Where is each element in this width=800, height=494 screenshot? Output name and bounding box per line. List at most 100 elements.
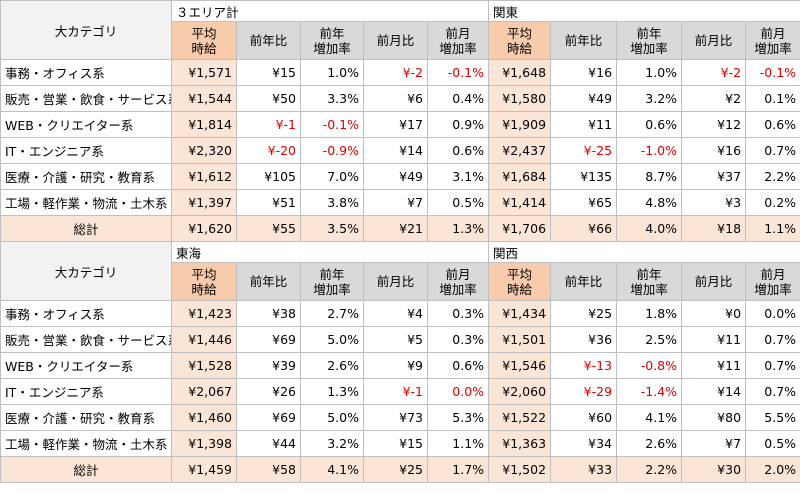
value-cell: ¥80 bbox=[681, 404, 747, 431]
value-cell: ¥2 bbox=[681, 85, 747, 112]
table-row: 販売・営業・飲食・サービス系 ¥1,446 ¥69 5.0% ¥5 0.3% ¥1,501 ¥… bbox=[0, 326, 800, 353]
value-cell: 0.7% bbox=[745, 137, 800, 164]
category-header: 大カテゴリ bbox=[0, 0, 172, 60]
average-wage-cell: ¥1,434 bbox=[488, 300, 552, 327]
total-value-cell: ¥25 bbox=[363, 456, 428, 483]
value-cell: 0.6% bbox=[426, 137, 490, 164]
column-header-row: 平均 時給 前年比 前年 増加率 前月比 前月 増加率 平均 時給 前年比 前年 増加率 前月比 前月 増加率 bbox=[1, 21, 800, 60]
value-cell: ¥69 bbox=[236, 404, 301, 431]
column-header: 前月 増加率 bbox=[745, 262, 800, 301]
value-cell: ¥51 bbox=[236, 189, 301, 216]
value-cell: 1.1% bbox=[426, 430, 490, 457]
value-cell: ¥7 bbox=[363, 189, 428, 216]
average-wage-cell: ¥1,522 bbox=[488, 404, 552, 431]
average-wage-cell: ¥1,684 bbox=[488, 163, 552, 190]
value-cell: ¥26 bbox=[236, 378, 301, 405]
value-cell: 2.7% bbox=[300, 300, 364, 327]
wage-table: 大カテゴリ ３エリア計 関東 平均 時給 前年比 前年 増加率 前月比 前月 増加率 平均 時給 前年比前… bbox=[0, 0, 800, 483]
column-header: 前月比 bbox=[681, 262, 747, 301]
average-wage-cell: ¥1,446 bbox=[171, 326, 237, 353]
region-label: ３エリア計 bbox=[170, 0, 490, 22]
value-cell: ¥7 bbox=[681, 430, 747, 457]
value-cell: 2.2% bbox=[745, 163, 800, 190]
value-cell: 1.3% bbox=[300, 378, 364, 405]
value-cell: ¥-2 bbox=[363, 59, 428, 86]
value-cell: ¥65 bbox=[550, 189, 618, 216]
category-label: 工場・軽作業・物流・土木系 bbox=[0, 430, 172, 457]
value-cell: 0.6% bbox=[426, 352, 490, 379]
table-row: 販売・営業・飲食・サービス系 ¥1,544 ¥50 3.3% ¥6 0.4% ¥1,580 ¥… bbox=[0, 85, 800, 112]
category-label: 医療・介護・研究・教育系 bbox=[0, 404, 172, 431]
value-cell: ¥69 bbox=[236, 326, 301, 353]
value-cell: ¥135 bbox=[550, 163, 618, 190]
column-header: 前年比 bbox=[550, 21, 618, 60]
value-cell: ¥50 bbox=[236, 85, 301, 112]
value-cell: ¥37 bbox=[681, 163, 747, 190]
value-cell: ¥5 bbox=[363, 326, 428, 353]
total-value-cell: ¥58 bbox=[236, 456, 301, 483]
value-cell: ¥-20 bbox=[236, 137, 301, 164]
total-value-cell: 2.2% bbox=[616, 456, 683, 483]
value-cell: -0.1% bbox=[426, 59, 490, 86]
value-cell: 0.9% bbox=[426, 111, 490, 138]
table-row: IT・エンジニア系 ¥2,320 ¥-20 -0.9% ¥14 0.6% ¥2,437 ¥-2… bbox=[0, 137, 800, 164]
value-cell: 3.1% bbox=[426, 163, 490, 190]
value-cell: 0.0% bbox=[426, 378, 490, 405]
value-cell: 0.3% bbox=[426, 326, 490, 353]
value-cell: ¥38 bbox=[236, 300, 301, 327]
value-cell: 0.3% bbox=[426, 300, 490, 327]
category-label: WEB・クリエイター系 bbox=[0, 352, 172, 379]
average-wage-cell: ¥1,398 bbox=[171, 430, 237, 457]
value-cell: ¥3 bbox=[681, 189, 747, 216]
category-label: 事務・オフィス系 bbox=[0, 59, 172, 86]
column-header: 前年 増加率 bbox=[300, 21, 364, 60]
value-cell: 2.6% bbox=[616, 430, 683, 457]
average-wage-cell: ¥1,648 bbox=[488, 59, 552, 86]
category-label: 事務・オフィス系 bbox=[0, 300, 172, 327]
value-cell: ¥11 bbox=[550, 111, 618, 138]
value-cell: 0.7% bbox=[745, 326, 800, 353]
value-cell: 5.3% bbox=[426, 404, 490, 431]
value-cell: 3.2% bbox=[300, 430, 364, 457]
value-cell: ¥16 bbox=[550, 59, 618, 86]
value-cell: ¥11 bbox=[681, 326, 747, 353]
value-cell: ¥49 bbox=[363, 163, 428, 190]
category-label: IT・エンジニア系 bbox=[0, 378, 172, 405]
value-cell: ¥36 bbox=[550, 326, 618, 353]
value-cell: 0.0% bbox=[745, 300, 800, 327]
table-row: WEB・クリエイター系 ¥1,528 ¥39 2.6% ¥9 0.6% ¥1,546 ¥-13… bbox=[0, 352, 800, 379]
category-label: 医療・介護・研究・教育系 bbox=[0, 163, 172, 190]
average-wage-cell: ¥1,528 bbox=[171, 352, 237, 379]
category-label: 販売・営業・飲食・サービス系 bbox=[0, 326, 172, 353]
column-header: 平均 時給 bbox=[488, 21, 552, 60]
table-row: 医療・介護・研究・教育系 ¥1,612 ¥105 7.0% ¥49 3.1% ¥1,684 ¥… bbox=[0, 163, 800, 190]
average-wage-cell: ¥2,320 bbox=[171, 137, 237, 164]
table-row: IT・エンジニア系 ¥2,067 ¥26 1.3% ¥-1 0.0% ¥2,060 ¥-29-… bbox=[0, 378, 800, 405]
average-wage-cell: ¥1,612 bbox=[171, 163, 237, 190]
value-cell: -0.1% bbox=[745, 59, 800, 86]
table-row: 医療・介護・研究・教育系 ¥1,460 ¥69 5.0% ¥73 5.3% ¥1,522 ¥6… bbox=[0, 404, 800, 431]
value-cell: 2.5% bbox=[616, 326, 683, 353]
region-header-row: 大カテゴリ 東海 関西 bbox=[0, 241, 800, 301]
value-cell: ¥39 bbox=[236, 352, 301, 379]
column-header: 前月 増加率 bbox=[745, 21, 800, 60]
column-header: 平均 時給 bbox=[488, 262, 552, 301]
column-header: 前月比 bbox=[363, 21, 428, 60]
total-value-cell: ¥1,620 bbox=[171, 215, 237, 242]
column-header: 前月比 bbox=[681, 21, 747, 60]
average-wage-cell: ¥1,580 bbox=[488, 85, 552, 112]
value-cell: -1.0% bbox=[616, 137, 683, 164]
average-wage-cell: ¥1,546 bbox=[488, 352, 552, 379]
column-header-row: 平均 時給 前年比 前年 増加率 前月比 前月 増加率 平均 時給 前年比 前年 増加率 前月比 前月 増加率 bbox=[1, 262, 800, 301]
value-cell: 0.5% bbox=[745, 430, 800, 457]
value-cell: 0.1% bbox=[745, 85, 800, 112]
average-wage-cell: ¥2,437 bbox=[488, 137, 552, 164]
value-cell: 1.0% bbox=[616, 59, 683, 86]
value-cell: -0.1% bbox=[300, 111, 364, 138]
value-cell: ¥16 bbox=[681, 137, 747, 164]
value-cell: 3.2% bbox=[616, 85, 683, 112]
total-value-cell: 1.7% bbox=[426, 456, 490, 483]
total-value-cell: 3.5% bbox=[300, 215, 364, 242]
average-wage-cell: ¥1,814 bbox=[171, 111, 237, 138]
value-cell: 5.0% bbox=[300, 404, 364, 431]
